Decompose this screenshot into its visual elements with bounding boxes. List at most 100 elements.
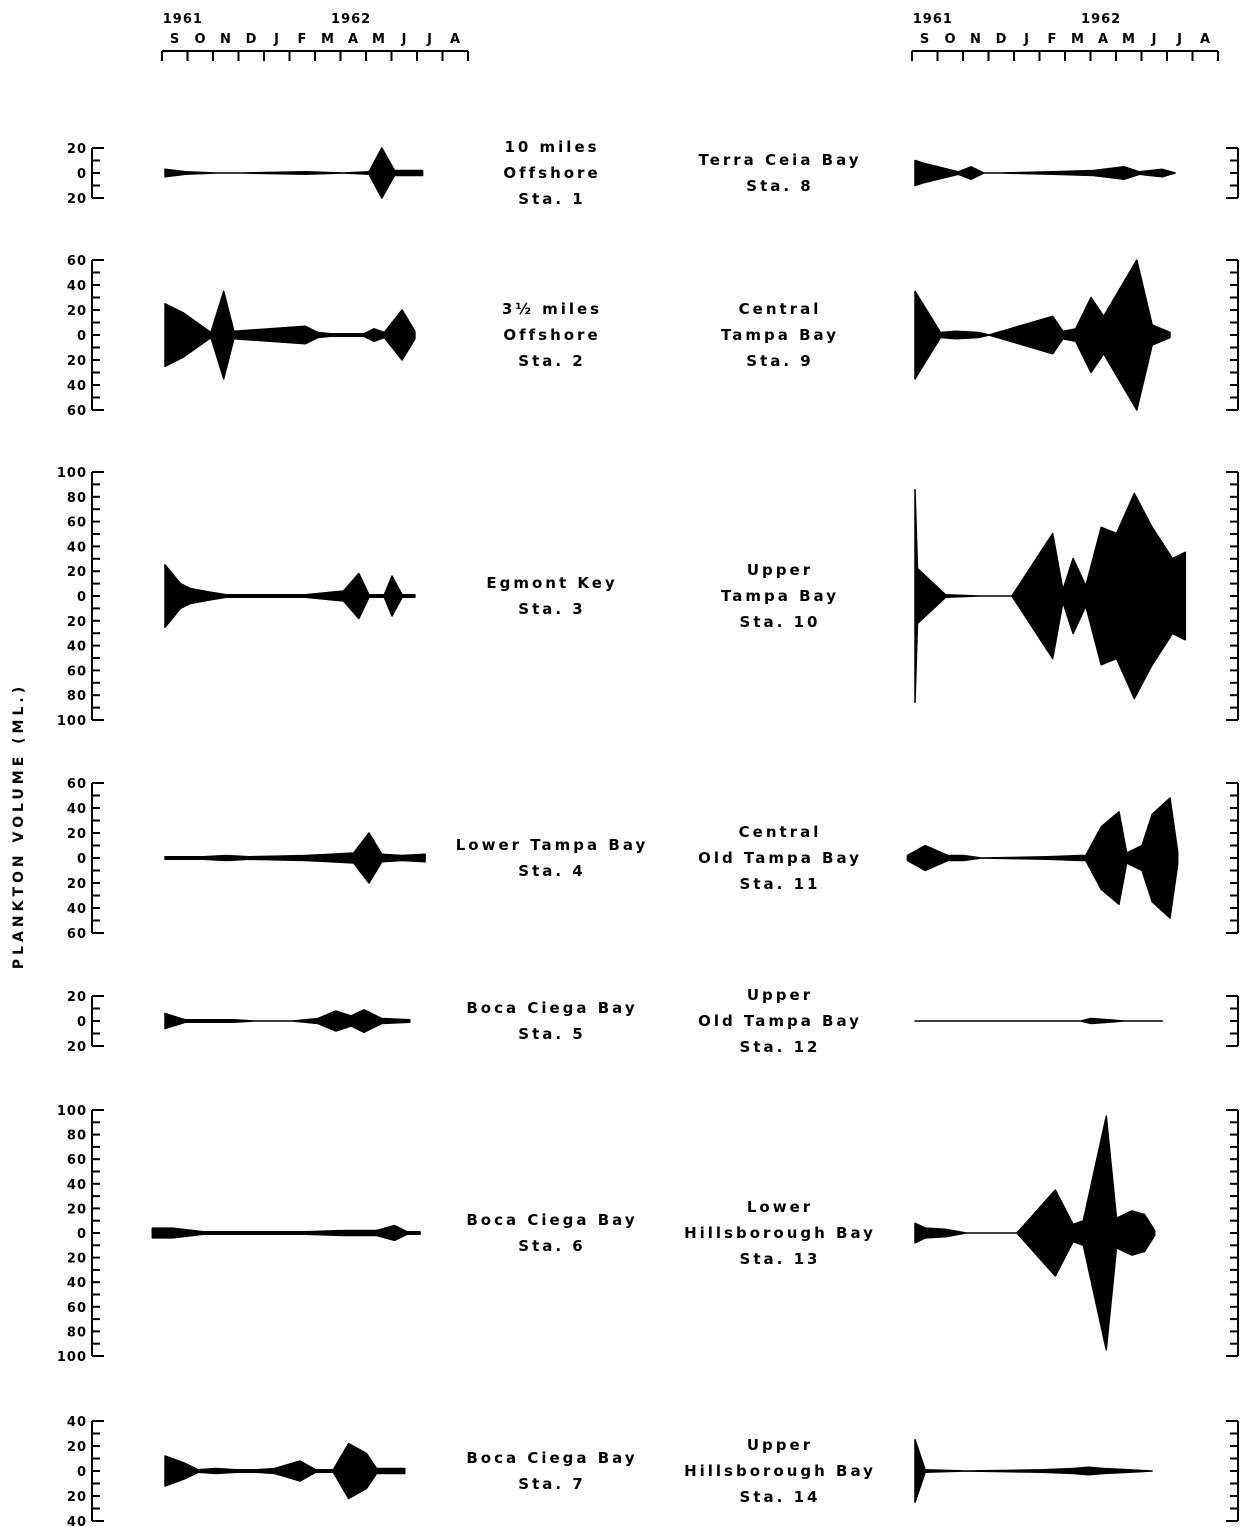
month-label: J <box>273 32 280 47</box>
station-label: Upper <box>747 561 813 579</box>
station-volume-shape <box>914 1439 1153 1504</box>
station-volume-shape <box>914 1115 1156 1351</box>
y-tick-label: 40 <box>67 1276 87 1291</box>
station-label: Boca Ciega Bay <box>466 1211 637 1229</box>
year-label: 1962 <box>1081 12 1121 27</box>
y-tick-label: 100 <box>57 714 87 729</box>
station-label: Central <box>739 823 822 841</box>
station-label: Upper <box>747 986 813 1004</box>
month-label: D <box>996 32 1008 47</box>
y-tick-label: 80 <box>67 689 87 704</box>
station-label: Sta. 9 <box>746 352 813 370</box>
month-label: M <box>321 32 335 47</box>
y-tick-label: 20 <box>67 1252 87 1267</box>
month-label: D <box>246 32 258 47</box>
month-label: A <box>348 32 359 47</box>
station-label: Tampa Bay <box>721 326 839 344</box>
y-tick-label: 60 <box>67 254 87 269</box>
station-label: Old Tampa Bay <box>698 1012 862 1030</box>
month-label: J <box>426 32 433 47</box>
station-label: Offshore <box>503 326 600 344</box>
year-label: 1962 <box>331 12 371 27</box>
station-volume-shape <box>164 290 416 380</box>
station-label: 10 miles <box>504 138 599 156</box>
month-label: A <box>450 32 461 47</box>
y-tick-label: 60 <box>67 516 87 531</box>
y-tick-label: 0 <box>77 167 87 182</box>
station-label: Sta. 12 <box>740 1038 821 1056</box>
y-tick-label: 80 <box>67 1129 87 1144</box>
month-label: M <box>372 32 386 47</box>
station-label: Lower <box>747 1198 813 1216</box>
y-tick-label: 20 <box>67 827 87 842</box>
station-volume-shape <box>164 1442 406 1500</box>
y-axis-title: PLANKTON VOLUME (ML.) <box>11 683 27 969</box>
station-label: Sta. 14 <box>740 1488 821 1506</box>
y-tick-label: 60 <box>67 404 87 419</box>
station-volume-shape <box>151 1224 421 1242</box>
station-label: Lower Tampa Bay <box>456 836 649 854</box>
y-tick-label: 40 <box>67 802 87 817</box>
y-tick-label: 20 <box>67 304 87 319</box>
y-tick-label: 100 <box>57 1350 87 1365</box>
year-label: 1961 <box>163 12 203 27</box>
month-label: N <box>220 32 232 47</box>
station-label: Sta. 1 <box>518 190 585 208</box>
y-tick-label: 20 <box>67 142 87 157</box>
station-label: Tampa Bay <box>721 587 839 605</box>
station-volume-shape <box>914 489 1187 704</box>
month-label: J <box>1176 32 1183 47</box>
y-tick-label: 40 <box>67 379 87 394</box>
month-label: M <box>1071 32 1085 47</box>
station-label: Sta. 8 <box>746 177 813 195</box>
month-label: O <box>194 32 206 47</box>
y-tick-label: 0 <box>77 1227 87 1242</box>
station-label: Offshore <box>503 164 600 182</box>
month-label: F <box>298 32 308 47</box>
y-tick-label: 40 <box>67 640 87 655</box>
y-tick-label: 20 <box>67 1040 87 1055</box>
station-label: Hillsborough Bay <box>684 1224 876 1242</box>
y-tick-label: 60 <box>67 1153 87 1168</box>
y-tick-label: 20 <box>67 354 87 369</box>
station-label: Old Tampa Bay <box>698 849 862 867</box>
y-tick-label: 0 <box>77 590 87 605</box>
station-volume-shape <box>914 159 1176 187</box>
month-label: J <box>401 32 408 47</box>
y-tick-label: 80 <box>67 491 87 506</box>
station-label: Boca Ciega Bay <box>466 1449 637 1467</box>
station-label: Sta. 13 <box>740 1250 821 1268</box>
station-label: Sta. 10 <box>740 613 821 631</box>
y-tick-label: 20 <box>67 1202 87 1217</box>
y-tick-label: 0 <box>77 329 87 344</box>
month-label: O <box>944 32 956 47</box>
station-label: Upper <box>747 1436 813 1454</box>
station-volume-shape <box>914 259 1171 411</box>
station-label: Terra Ceia Bay <box>698 151 861 169</box>
station-label: Egmont Key <box>486 574 617 592</box>
month-label: A <box>1200 32 1211 47</box>
y-tick-label: 100 <box>57 1104 87 1119</box>
station-label: Sta. 3 <box>518 600 585 618</box>
y-tick-label: 0 <box>77 1465 87 1480</box>
month-label: M <box>1122 32 1136 47</box>
y-tick-label: 40 <box>67 540 87 555</box>
month-label: J <box>1023 32 1030 47</box>
month-label: N <box>970 32 982 47</box>
y-tick-label: 60 <box>67 927 87 942</box>
y-tick-label: 20 <box>67 565 87 580</box>
station-volume-shape <box>164 564 416 629</box>
station-label: Boca Ciega Bay <box>466 999 637 1017</box>
y-tick-label: 40 <box>67 279 87 294</box>
station-volume-shape <box>914 1017 1164 1025</box>
station-label: Hillsborough Bay <box>684 1462 876 1480</box>
year-label: 1961 <box>913 12 953 27</box>
y-tick-label: 60 <box>67 1301 87 1316</box>
station-label: Central <box>739 300 822 318</box>
month-label: S <box>920 32 930 47</box>
y-tick-label: 40 <box>67 902 87 917</box>
station-volume-shape <box>164 147 424 199</box>
y-tick-label: 20 <box>67 1440 87 1455</box>
y-tick-label: 80 <box>67 1325 87 1340</box>
